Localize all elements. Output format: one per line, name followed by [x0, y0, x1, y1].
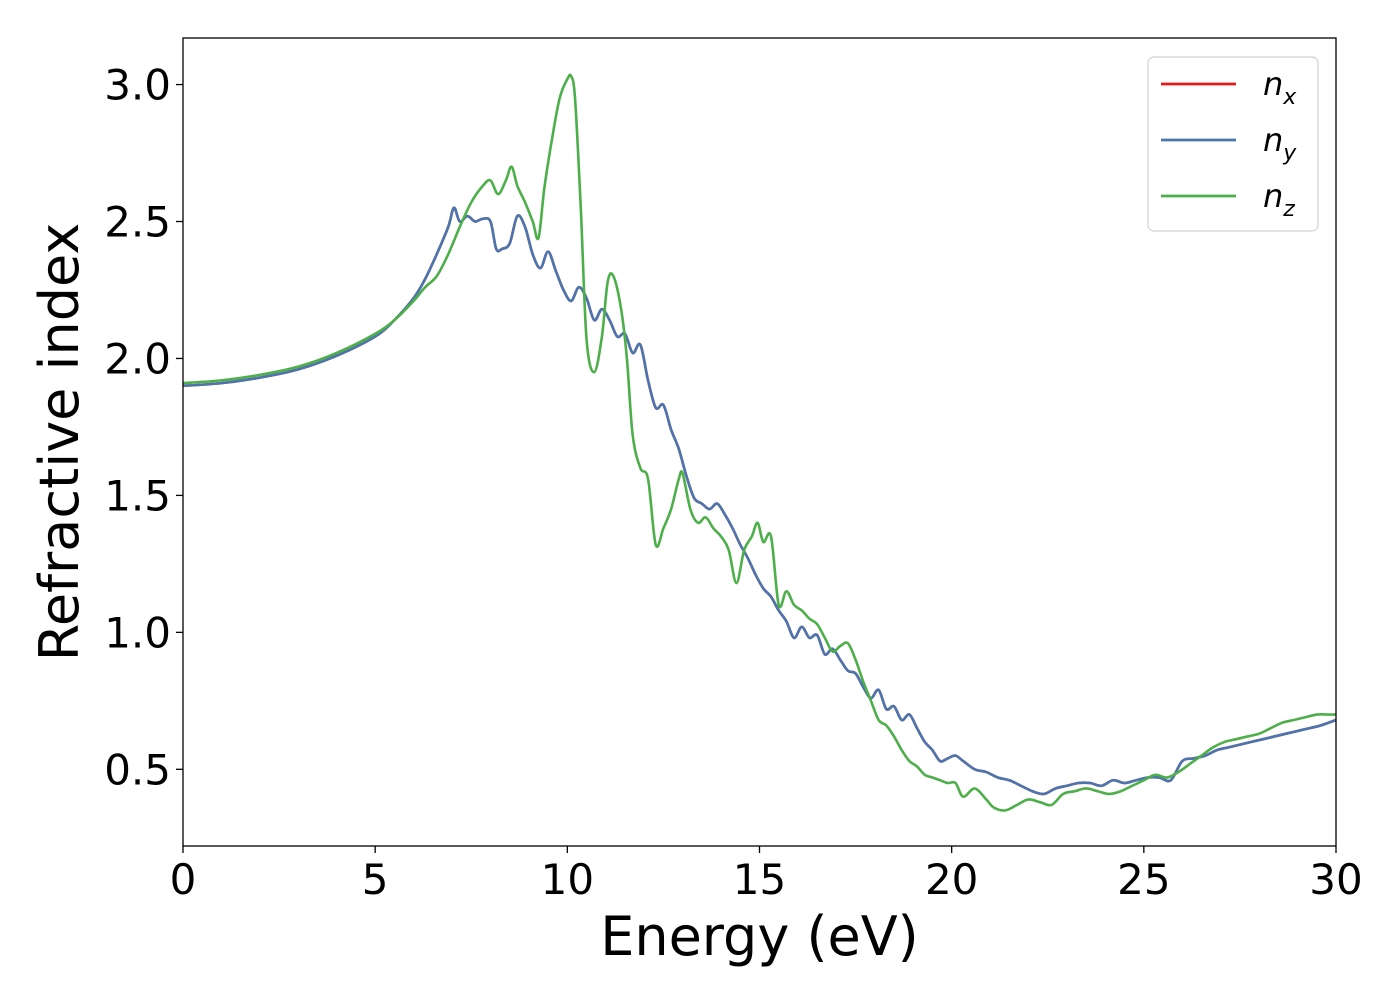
x-axis-title: Energy (eV)	[600, 905, 919, 968]
x-tick-label: 15	[733, 855, 786, 904]
legend-label-base: n	[1263, 65, 1283, 103]
y-tick-label: 1.0	[104, 608, 171, 657]
legend-label-base: n	[1263, 121, 1283, 159]
x-tick-label: 10	[541, 855, 594, 904]
legend-label-subscript: x	[1282, 85, 1297, 110]
series-line-y	[183, 206, 1336, 796]
y-tick-label: 0.5	[104, 745, 171, 794]
y-tick-label: 2.0	[104, 334, 171, 383]
legend-label-y: ny	[1263, 121, 1297, 166]
x-tick-label: 25	[1117, 855, 1170, 904]
legend-label-base: n	[1263, 177, 1283, 215]
x-tick-label: 30	[1309, 855, 1362, 904]
x-tick-label: 5	[362, 855, 389, 904]
series-line-x	[183, 206, 1336, 796]
legend-label-z: nz	[1263, 177, 1295, 222]
legend-box	[1147, 56, 1319, 232]
legend-label-x: nx	[1263, 65, 1297, 110]
x-tick-label: 20	[925, 855, 978, 904]
series-layer	[183, 73, 1336, 812]
series-line-z	[183, 73, 1336, 812]
x-tick-label: 0	[170, 855, 197, 904]
ticks-layer: 0 5 10 15 20 25 30 0.5 1.0 1.5 2.0 2.5 3.0	[104, 61, 1363, 904]
legend-label-subscript: y	[1282, 141, 1297, 166]
legend-label-subscript: z	[1282, 197, 1295, 222]
y-axis-title: Refractive index	[28, 223, 91, 662]
y-tick-label: 3.0	[104, 61, 171, 110]
y-tick-label: 2.5	[104, 198, 171, 247]
y-tick-label: 1.5	[104, 471, 171, 520]
